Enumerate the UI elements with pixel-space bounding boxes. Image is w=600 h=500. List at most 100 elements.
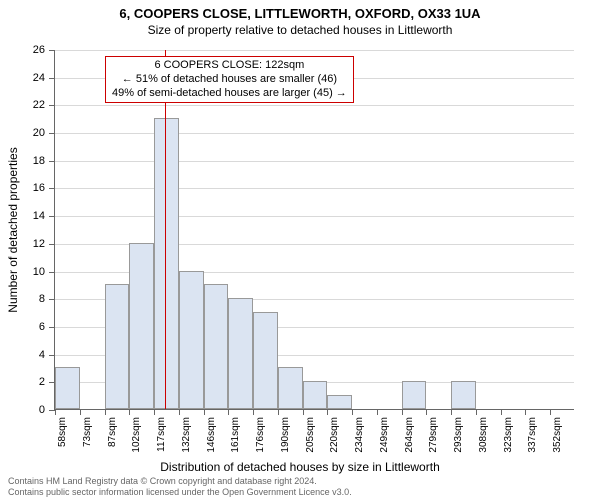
histogram-bar: [327, 395, 352, 409]
x-tick: [278, 409, 279, 415]
x-tick: [525, 409, 526, 415]
histogram-bar: [179, 271, 204, 409]
y-tick: [49, 244, 55, 245]
histogram-bar: [55, 367, 80, 409]
y-tick-label: 4: [39, 349, 45, 361]
x-tick: [105, 409, 106, 415]
y-tick: [49, 355, 55, 356]
x-tick-label: 73sqm: [82, 417, 93, 447]
x-tick-label: 234sqm: [354, 417, 365, 453]
title-main: 6, COOPERS CLOSE, LITTLEWORTH, OXFORD, O…: [0, 6, 600, 21]
reference-line: [165, 50, 166, 409]
x-tick-label: 87sqm: [107, 417, 118, 447]
y-tick-label: 0: [39, 404, 45, 416]
x-tick: [253, 409, 254, 415]
x-tick: [80, 409, 81, 415]
annotation-line: ← 51% of detached houses are smaller (46…: [112, 73, 347, 87]
y-tick: [49, 299, 55, 300]
x-axis-label: Distribution of detached houses by size …: [0, 460, 600, 474]
x-tick-label: 58sqm: [57, 417, 68, 447]
grid-line: [55, 188, 574, 189]
x-tick-label: 279sqm: [428, 417, 439, 453]
y-tick-label: 8: [39, 293, 45, 305]
x-tick: [352, 409, 353, 415]
x-tick: [55, 409, 56, 415]
y-tick-label: 22: [33, 99, 45, 111]
x-tick: [228, 409, 229, 415]
annotation-line: 49% of semi-detached houses are larger (…: [112, 87, 347, 101]
x-tick-label: 337sqm: [527, 417, 538, 453]
histogram-bar: [204, 284, 229, 409]
x-tick-label: 190sqm: [280, 417, 291, 453]
histogram-bar: [253, 312, 278, 409]
x-tick-label: 308sqm: [478, 417, 489, 453]
histogram-bar: [278, 367, 303, 409]
histogram-bar: [228, 298, 253, 409]
histogram-bar: [129, 243, 154, 409]
y-tick-label: 18: [33, 155, 45, 167]
annotation-line: 6 COOPERS CLOSE: 122sqm: [112, 59, 347, 73]
x-tick: [154, 409, 155, 415]
y-tick: [49, 78, 55, 79]
x-tick: [129, 409, 130, 415]
histogram-bar: [303, 381, 328, 409]
footer-line-2: Contains public sector information licen…: [8, 487, 592, 498]
y-tick-label: 12: [33, 238, 45, 250]
y-tick-label: 2: [39, 376, 45, 388]
x-tick: [426, 409, 427, 415]
chart: 0246810121416182022242658sqm73sqm87sqm10…: [54, 50, 574, 410]
x-tick-label: 161sqm: [230, 417, 241, 453]
grid-line: [55, 105, 574, 106]
y-tick-label: 26: [33, 44, 45, 56]
histogram-bar: [154, 118, 179, 409]
footer-line-1: Contains HM Land Registry data © Crown c…: [8, 476, 592, 487]
y-tick: [49, 272, 55, 273]
x-tick: [476, 409, 477, 415]
annotation-box: 6 COOPERS CLOSE: 122sqm← 51% of detached…: [105, 56, 354, 103]
x-tick-label: 293sqm: [453, 417, 464, 453]
title-block: 6, COOPERS CLOSE, LITTLEWORTH, OXFORD, O…: [0, 0, 600, 37]
x-tick: [303, 409, 304, 415]
x-tick-label: 220sqm: [329, 417, 340, 453]
y-tick-label: 20: [33, 127, 45, 139]
histogram-bar: [402, 381, 427, 409]
y-tick-label: 16: [33, 182, 45, 194]
x-tick-label: 205sqm: [305, 417, 316, 453]
y-tick-label: 14: [33, 210, 45, 222]
y-tick: [49, 50, 55, 51]
y-tick: [49, 188, 55, 189]
y-tick: [49, 133, 55, 134]
grid-line: [55, 133, 574, 134]
grid-line: [55, 50, 574, 51]
plot-area: 0246810121416182022242658sqm73sqm87sqm10…: [54, 50, 574, 410]
x-tick-label: 323sqm: [503, 417, 514, 453]
x-tick: [451, 409, 452, 415]
y-tick-label: 24: [33, 72, 45, 84]
y-tick: [49, 105, 55, 106]
x-tick: [550, 409, 551, 415]
x-tick: [402, 409, 403, 415]
footer: Contains HM Land Registry data © Crown c…: [8, 476, 592, 498]
x-tick-label: 352sqm: [552, 417, 563, 453]
x-tick: [501, 409, 502, 415]
x-tick: [204, 409, 205, 415]
y-tick: [49, 327, 55, 328]
histogram-bar: [105, 284, 130, 409]
x-tick-label: 117sqm: [156, 417, 167, 452]
x-tick-label: 249sqm: [379, 417, 390, 453]
y-tick-label: 10: [33, 266, 45, 278]
y-axis-label: Number of detached properties: [6, 147, 20, 312]
histogram-bar: [451, 381, 476, 409]
x-tick-label: 264sqm: [404, 417, 415, 453]
x-tick-label: 132sqm: [181, 417, 192, 453]
grid-line: [55, 161, 574, 162]
y-tick-label: 6: [39, 321, 45, 333]
y-tick: [49, 161, 55, 162]
y-tick: [49, 216, 55, 217]
title-sub: Size of property relative to detached ho…: [0, 23, 600, 37]
x-tick-label: 146sqm: [206, 417, 217, 453]
x-tick-label: 176sqm: [255, 417, 266, 453]
x-tick-label: 102sqm: [131, 417, 142, 453]
x-tick: [377, 409, 378, 415]
x-tick: [179, 409, 180, 415]
